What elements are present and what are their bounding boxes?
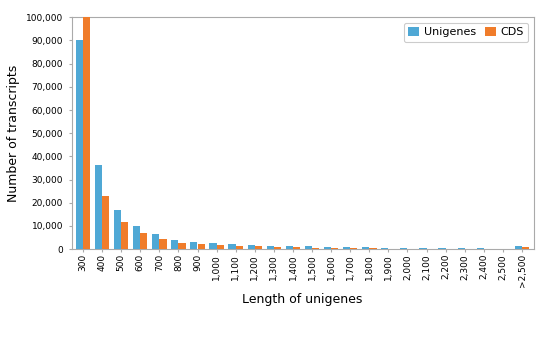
Bar	[274, 247, 281, 249]
Bar	[312, 248, 320, 249]
Bar	[362, 247, 369, 249]
Bar	[419, 248, 427, 249]
Bar	[369, 248, 377, 249]
Bar	[160, 239, 167, 249]
Bar	[217, 245, 224, 249]
Bar	[76, 40, 83, 249]
Bar	[178, 243, 186, 249]
Bar	[343, 247, 350, 249]
Bar	[171, 240, 178, 249]
Legend: Unigenes, CDS: Unigenes, CDS	[404, 23, 528, 42]
Bar	[381, 248, 388, 249]
Bar	[255, 246, 262, 249]
Bar	[190, 242, 197, 249]
Bar	[293, 247, 300, 249]
Bar	[267, 246, 274, 249]
Bar	[388, 248, 395, 249]
Bar	[121, 222, 128, 249]
Bar	[438, 248, 446, 249]
Bar	[331, 248, 338, 249]
Bar	[477, 248, 484, 249]
Bar	[305, 246, 312, 249]
Bar	[458, 248, 465, 249]
Bar	[324, 247, 331, 249]
Bar	[152, 234, 160, 249]
Bar	[133, 226, 140, 249]
Bar	[228, 245, 236, 249]
Bar	[236, 246, 243, 249]
Bar	[496, 248, 503, 249]
Y-axis label: Number of transcripts: Number of transcripts	[7, 65, 20, 202]
Bar	[114, 210, 121, 249]
Bar	[95, 164, 102, 249]
Bar	[350, 248, 358, 249]
Bar	[197, 244, 205, 249]
Bar	[285, 246, 293, 249]
Bar	[522, 247, 529, 249]
X-axis label: Length of unigenes: Length of unigenes	[243, 293, 362, 306]
Bar	[140, 233, 147, 249]
Bar	[248, 245, 255, 249]
Bar	[515, 246, 522, 249]
Bar	[102, 196, 109, 249]
Bar	[83, 17, 90, 249]
Bar	[400, 248, 408, 249]
Bar	[210, 243, 217, 249]
